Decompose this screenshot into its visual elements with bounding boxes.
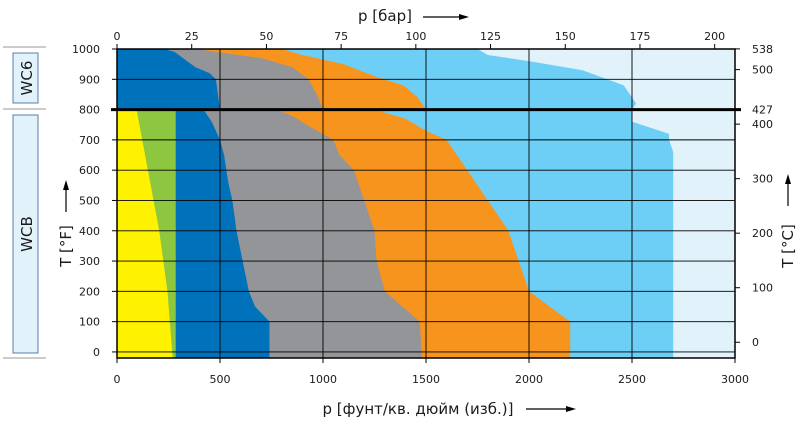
x-bottom-tick-label: 1000: [309, 373, 337, 386]
x-bottom-axis-arrow: [526, 406, 576, 412]
y-left-tick-label: 800: [79, 104, 100, 117]
y-right-tick-label: 300: [752, 173, 773, 186]
x-top-tick-label: 25: [185, 30, 199, 43]
y-right-tick-label: 200: [752, 227, 773, 240]
y-left-tick-label: 100: [79, 316, 100, 329]
x-top-tick-label: 200: [704, 30, 725, 43]
wc6-material-label: WC6: [18, 61, 36, 96]
y-left-tick-label: 700: [79, 134, 100, 147]
x-top-tick-label: 175: [629, 30, 650, 43]
x-top-tick-label: 75: [334, 30, 348, 43]
x-bottom-tick-label: 2000: [515, 373, 543, 386]
x-bottom-tick-label: 1500: [412, 373, 440, 386]
x-top-tick-label: 125: [480, 30, 501, 43]
x-top-tick-label: 100: [405, 30, 426, 43]
wcb-material-box: [12, 114, 39, 354]
y-left-tick-label: 0: [93, 346, 100, 359]
wc6-material-box: [12, 52, 39, 104]
y-right-tick-label: 0: [752, 336, 759, 349]
y-left-tick-label: 300: [79, 255, 100, 268]
y-left-axis-label: T [°F]: [57, 225, 75, 268]
x-bottom-tick-label: 3000: [721, 373, 749, 386]
yellow-rating-region: [117, 109, 173, 359]
x-top-axis-label: p [бар]: [358, 7, 412, 25]
wcb-material-label: WCB: [18, 216, 36, 252]
y-left-tick-label: 1000: [72, 43, 100, 56]
y-left-axis-arrow: [63, 180, 69, 212]
y-right-tick-label: 400: [752, 118, 773, 131]
y-left-tick-label: 500: [79, 194, 100, 207]
y-left-tick-label: 400: [79, 225, 100, 238]
x-bottom-tick-label: 2500: [618, 373, 646, 386]
x-top-tick-label: 0: [114, 30, 121, 43]
y-left-tick-label: 200: [79, 285, 100, 298]
y-left-tick-label: 600: [79, 164, 100, 177]
x-bottom-tick-label: 0: [114, 373, 121, 386]
y-right-tick-label: 538: [752, 43, 773, 56]
x-top-tick-label: 50: [259, 30, 273, 43]
y-right-axis-arrow: [785, 174, 791, 206]
x-top-axis-arrow: [423, 14, 469, 20]
x-bottom-axis-label: p [фунт/кв. дюйм (изб.)]: [322, 400, 513, 418]
y-left-tick-label: 900: [79, 73, 100, 86]
x-bottom-tick-label: 500: [210, 373, 231, 386]
y-right-tick-label: 500: [752, 64, 773, 77]
x-top-tick-label: 150: [555, 30, 576, 43]
y-right-axis-label: T [°C]: [779, 224, 797, 269]
y-right-tick-label: 427: [752, 103, 773, 116]
y-right-tick-label: 100: [752, 282, 773, 295]
